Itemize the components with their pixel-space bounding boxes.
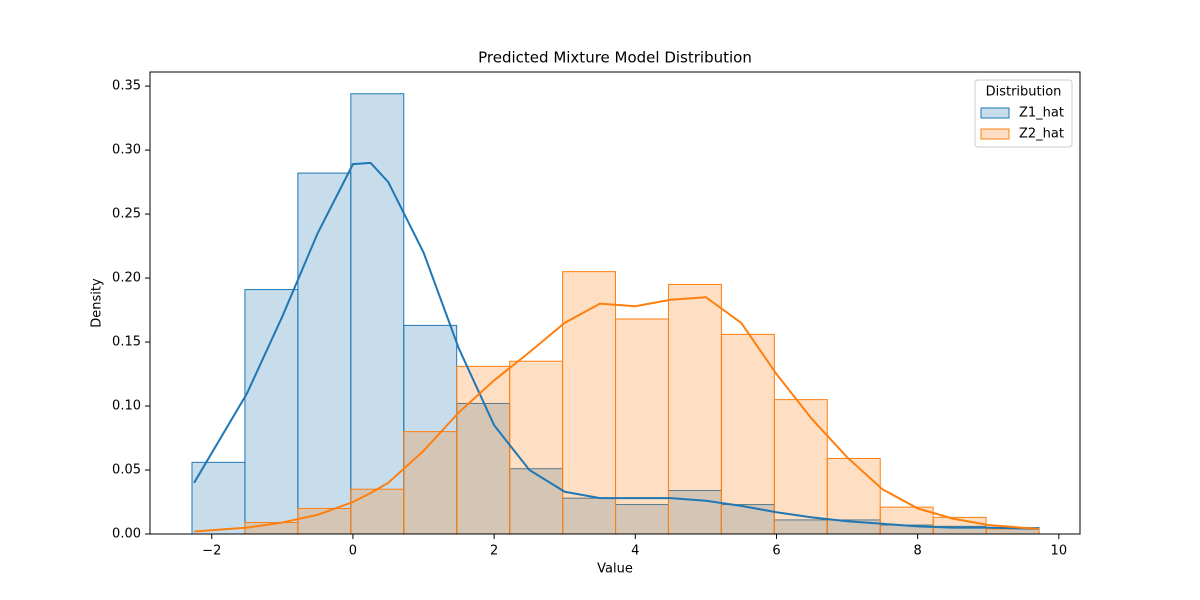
histogram-bar [403,431,458,535]
legend-label: Z1_hat [1019,106,1064,121]
legend-swatch [980,107,1010,119]
y-tick-label: 0.10 [112,399,141,414]
x-axis-label: Value [597,562,633,577]
histogram-bar [773,399,828,535]
legend-box [974,79,1073,148]
y-tick-label: 0.30 [112,143,141,158]
x-tick-label: 0 [349,544,357,559]
y-tick-label: 0.35 [112,79,141,94]
histogram-bar [403,324,458,535]
histogram-bar [615,318,669,535]
histogram-bar [562,271,617,535]
histogram-bar [350,488,405,535]
legend-label: Z2_hat [1019,127,1064,142]
x-tick-label: 4 [631,544,639,559]
plot-frame [149,71,1081,535]
kde-line [193,161,1038,530]
histogram-bar [244,289,299,535]
y-tick-label: 0.05 [112,463,141,478]
legend-swatch [980,128,1010,140]
histogram-bar [297,172,352,535]
y-tick-label: 0.20 [112,271,141,286]
y-tick-label: 0.25 [112,207,141,222]
x-tick-label: 8 [914,544,922,559]
histogram-bar [456,365,511,535]
legend-title: Distribution [986,85,1062,100]
y-tick-label: 0.15 [112,335,141,350]
kde-line [194,296,1038,533]
histogram-bar [667,283,722,535]
x-tick-label: 6 [772,544,780,559]
x-tick-label: 10 [1051,544,1068,559]
y-axis-label: Density [90,278,105,328]
histogram-bar [350,93,405,535]
x-tick-label: −2 [202,544,221,559]
histogram-bar [191,461,246,535]
histogram-bar [509,360,564,535]
y-tick-label: 0.00 [112,527,141,542]
x-tick-label: 2 [490,544,498,559]
chart-title: Predicted Mixture Model Distribution [478,49,752,67]
